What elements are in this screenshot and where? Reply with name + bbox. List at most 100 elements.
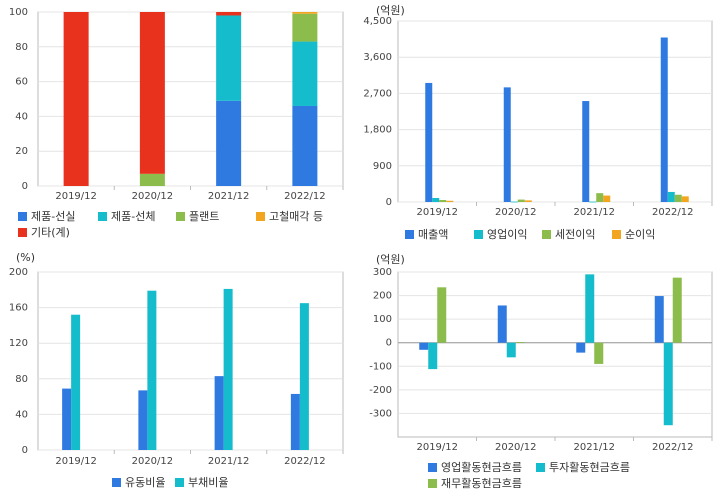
- legend-item: 재무활동현금흐름: [428, 475, 522, 491]
- legend-swatch: [98, 211, 107, 221]
- chart1-bar: [292, 105, 318, 186]
- legend-label: 투자활동현금흐름: [549, 461, 630, 474]
- chart4-xtick-label: 2022/12: [652, 442, 694, 453]
- chart4-ytick-label: 200: [373, 291, 392, 302]
- chart4-bar: [585, 274, 595, 343]
- chart1-bar: [292, 13, 318, 42]
- legend-label: 부채비율: [188, 476, 229, 489]
- chart2-bar: [439, 199, 447, 202]
- legend-item: 제품-선체: [98, 208, 155, 224]
- chart1-xtick-label: 2021/12: [208, 191, 250, 202]
- legend-swatch: [112, 477, 121, 487]
- chart2-bar: [603, 195, 611, 202]
- chart1-ytick-label: 20: [15, 146, 28, 157]
- chart4-bar: [437, 287, 447, 343]
- chart1-xtick-label: 2022/12: [284, 191, 326, 202]
- legend-label: 기타(계): [31, 226, 70, 239]
- chart4-bar: [515, 342, 525, 343]
- chart1-bar: [139, 12, 165, 174]
- chart1-ytick-label: 0: [22, 181, 28, 192]
- legend-label: 고철매각 등: [269, 210, 324, 223]
- legend-label: 제품-선실: [31, 210, 76, 223]
- chart2-bar: [596, 193, 604, 202]
- chart2-ytick-label: 3,600: [363, 52, 392, 63]
- chart2-xtick-label: 2019/12: [416, 207, 458, 218]
- legend-item: 매출액: [405, 226, 448, 242]
- chart2-unit-label: (억원): [376, 4, 405, 17]
- chart3-ytick-label: 40: [15, 409, 28, 420]
- legend-item: 부채비율: [175, 474, 228, 490]
- chart3-bar: [62, 388, 72, 450]
- chart3-bar: [223, 288, 233, 450]
- chart4-bar: [419, 342, 429, 350]
- chart1-xtick-label: 2020/12: [132, 191, 174, 202]
- chart4-ytick-label: -300: [369, 408, 392, 419]
- legend-item: 투자활동현금흐름: [536, 459, 630, 475]
- chart2-bar: [510, 201, 518, 203]
- legend-item: 유동비율: [112, 474, 165, 490]
- chart3-xtick-label: 2019/12: [55, 456, 97, 467]
- chart2-bar: [503, 87, 511, 202]
- chart2-ytick-label: 0: [386, 197, 392, 208]
- legend-swatch: [405, 229, 414, 239]
- chart1-ytick-label: 80: [15, 42, 28, 53]
- chart2-plot-area: [397, 20, 713, 203]
- chart2-bar: [425, 82, 433, 202]
- chart4-unit-label: (억원): [376, 253, 405, 266]
- chart1-ytick-label: 60: [15, 77, 28, 88]
- chart3-bar: [290, 393, 300, 450]
- legend-swatch: [428, 478, 437, 488]
- chart2-bar: [517, 199, 525, 202]
- chart2-bar: [589, 201, 597, 203]
- chart3-bar: [138, 390, 148, 450]
- chart4-bar: [428, 342, 438, 370]
- chart1-plot-area: [37, 11, 344, 187]
- legend-item: 영업활동현금흐름: [428, 459, 522, 475]
- chart3-ytick-label: 200: [9, 267, 28, 278]
- chart4-xtick-label: 2021/12: [573, 442, 615, 453]
- chart3-bar: [147, 290, 157, 450]
- chart4-bar: [663, 342, 673, 426]
- chart3-ytick-label: 0: [22, 445, 28, 456]
- legend-label: 재무활동현금흐름: [441, 477, 522, 490]
- chart3-bar: [299, 303, 309, 450]
- legend-swatch: [542, 229, 551, 239]
- legend-item: 제품-선실: [18, 208, 75, 224]
- chart3-ytick-label: 80: [15, 374, 28, 385]
- chart1-bar: [139, 173, 165, 186]
- chart1-bar: [216, 15, 242, 101]
- legend-item: 플랜트: [176, 208, 219, 224]
- legend-label: 순이익: [625, 228, 656, 241]
- chart2-xtick-label: 2020/12: [495, 207, 537, 218]
- chart2-ytick-label: 4,500: [363, 16, 392, 27]
- legend-item: 기타(계): [18, 224, 70, 240]
- chart4-bar: [497, 305, 507, 343]
- chart2-bar: [681, 196, 689, 202]
- legend-swatch: [18, 227, 27, 237]
- chart2-bar: [524, 200, 532, 202]
- chart2-ytick-label: 2,700: [363, 88, 392, 99]
- legend-label: 매출액: [418, 228, 449, 241]
- chart3-xtick-label: 2020/12: [132, 456, 174, 467]
- legend-swatch: [18, 211, 27, 221]
- chart3-ytick-label: 120: [9, 338, 28, 349]
- legend-swatch: [474, 229, 483, 239]
- legend-label: 유동비율: [125, 476, 166, 489]
- legend-label: 세전이익: [555, 228, 596, 241]
- chart4-bar: [576, 342, 586, 353]
- legend-label: 플랜트: [189, 210, 220, 223]
- chart3-unit-label: (%): [16, 251, 36, 264]
- legend-label: 제품-선체: [111, 210, 156, 223]
- chart2-ytick-label: 900: [373, 161, 392, 172]
- chart4-xtick-label: 2020/12: [495, 442, 537, 453]
- legend-item: 순이익: [612, 226, 655, 242]
- chart1-bar: [292, 12, 318, 14]
- chart3-xtick-label: 2022/12: [284, 456, 326, 467]
- chart2-bar: [582, 101, 590, 202]
- chart3-ytick-label: 160: [9, 303, 28, 314]
- legend-swatch: [175, 477, 184, 487]
- chart4-ytick-label: 300: [373, 267, 392, 278]
- chart3-bar: [71, 314, 81, 450]
- chart3-bar: [214, 376, 224, 450]
